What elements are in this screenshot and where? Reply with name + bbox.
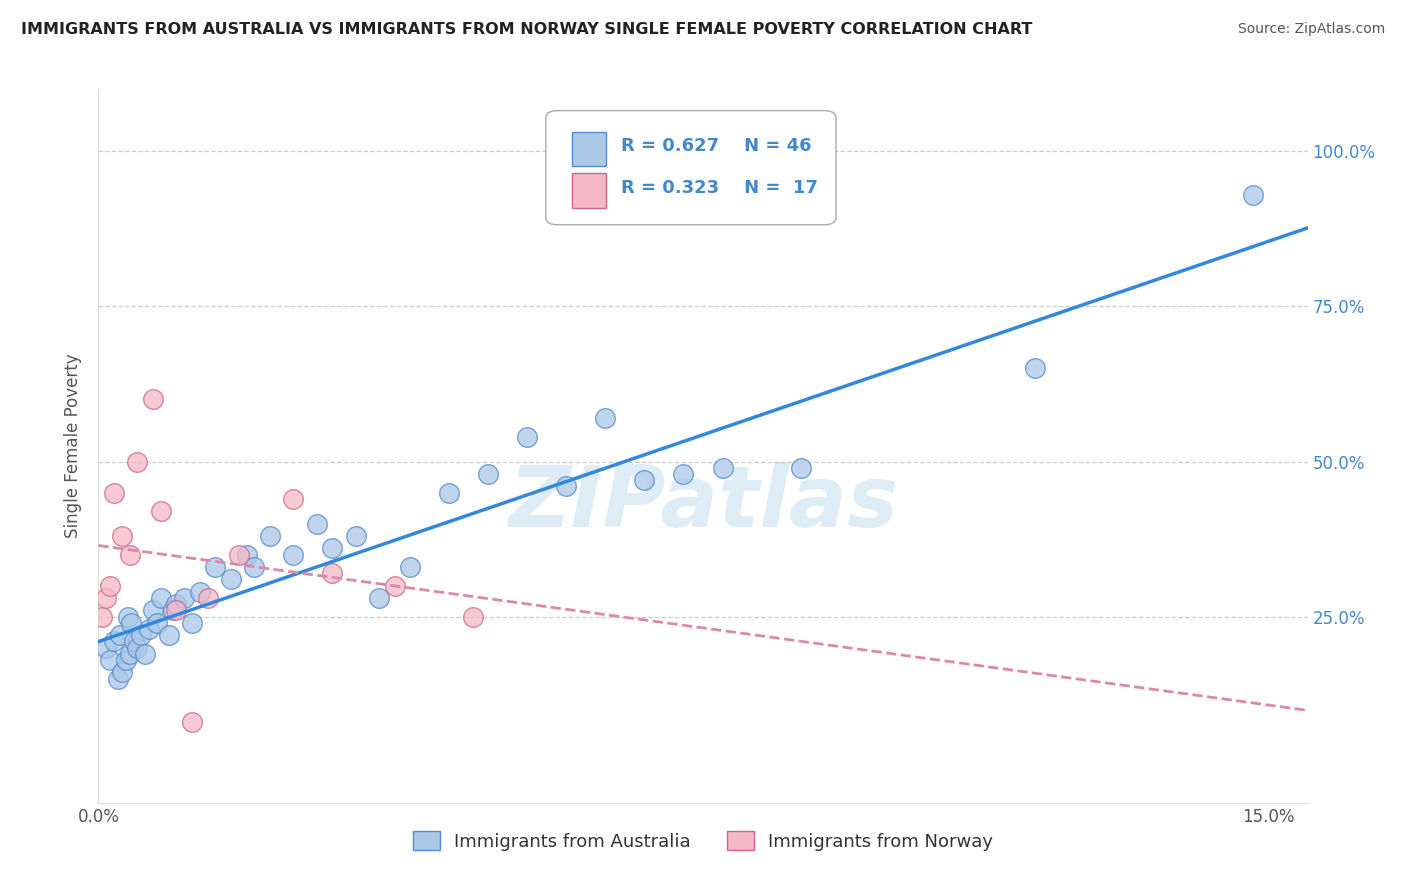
Point	[103, 485, 125, 500]
Point	[1024, 361, 1046, 376]
Point	[157, 628, 180, 642]
Point	[110, 628, 132, 642]
Point	[461, 609, 484, 624]
Text: R = 0.323    N =  17: R = 0.323 N = 17	[621, 178, 818, 196]
Point	[188, 584, 211, 599]
Point	[162, 603, 184, 617]
Point	[138, 622, 160, 636]
Point	[672, 467, 695, 481]
Point	[344, 529, 367, 543]
Point	[149, 504, 172, 518]
Point	[555, 479, 578, 493]
Point	[142, 603, 165, 617]
Point	[127, 454, 149, 468]
Point	[384, 579, 406, 593]
Point	[711, 460, 734, 475]
Point	[283, 548, 305, 562]
Point	[96, 591, 118, 605]
Y-axis label: Single Female Poverty: Single Female Poverty	[65, 354, 83, 538]
Point	[283, 491, 305, 506]
Point	[120, 615, 142, 630]
FancyBboxPatch shape	[572, 173, 606, 208]
Point	[131, 628, 153, 642]
Point	[305, 516, 328, 531]
Text: R = 0.627    N = 46: R = 0.627 N = 46	[621, 137, 811, 155]
Point	[633, 473, 655, 487]
Point	[134, 647, 156, 661]
Point	[98, 579, 121, 593]
Point	[103, 634, 125, 648]
Point	[1241, 187, 1264, 202]
Point	[228, 548, 250, 562]
Point	[117, 609, 139, 624]
Point	[321, 566, 343, 581]
Point	[204, 560, 226, 574]
Point	[114, 653, 136, 667]
Point	[181, 615, 204, 630]
Text: Source: ZipAtlas.com: Source: ZipAtlas.com	[1237, 22, 1385, 37]
Text: IMMIGRANTS FROM AUSTRALIA VS IMMIGRANTS FROM NORWAY SINGLE FEMALE POVERTY CORREL: IMMIGRANTS FROM AUSTRALIA VS IMMIGRANTS …	[21, 22, 1032, 37]
Legend: Immigrants from Australia, Immigrants from Norway: Immigrants from Australia, Immigrants fr…	[405, 824, 1001, 858]
Point	[118, 647, 141, 661]
Point	[149, 591, 172, 605]
Point	[118, 548, 141, 562]
Point	[197, 591, 219, 605]
Point	[111, 529, 134, 543]
FancyBboxPatch shape	[572, 132, 606, 166]
Point	[122, 634, 145, 648]
Point	[243, 560, 266, 574]
Point	[127, 640, 149, 655]
Point	[439, 485, 461, 500]
Point	[91, 609, 114, 624]
Point	[181, 715, 204, 730]
Point	[235, 548, 257, 562]
Point	[595, 411, 617, 425]
Point	[368, 591, 391, 605]
Point	[107, 672, 129, 686]
Point	[96, 640, 118, 655]
Point	[321, 541, 343, 556]
Point	[146, 615, 169, 630]
FancyBboxPatch shape	[546, 111, 837, 225]
Point	[111, 665, 134, 680]
Point	[142, 392, 165, 407]
Point	[219, 573, 242, 587]
Point	[399, 560, 422, 574]
Point	[259, 529, 281, 543]
Point	[165, 597, 187, 611]
Text: ZIPatlas: ZIPatlas	[508, 461, 898, 545]
Point	[516, 430, 538, 444]
Point	[789, 460, 811, 475]
Point	[477, 467, 499, 481]
Point	[173, 591, 195, 605]
Point	[165, 603, 187, 617]
Point	[98, 653, 121, 667]
